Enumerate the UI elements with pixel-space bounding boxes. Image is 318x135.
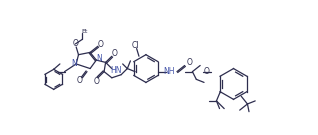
Text: O: O: [98, 40, 104, 49]
Text: Et: Et: [81, 29, 88, 34]
Text: N: N: [96, 54, 101, 63]
Text: O: O: [112, 49, 118, 58]
Text: N: N: [71, 59, 77, 68]
Text: O: O: [73, 39, 78, 48]
Text: O: O: [77, 76, 83, 85]
Text: HN: HN: [111, 66, 122, 75]
Text: O: O: [186, 58, 192, 67]
Text: O: O: [204, 67, 209, 76]
Text: NH: NH: [163, 67, 175, 76]
Text: Cl: Cl: [132, 41, 140, 50]
Text: O: O: [93, 77, 99, 86]
